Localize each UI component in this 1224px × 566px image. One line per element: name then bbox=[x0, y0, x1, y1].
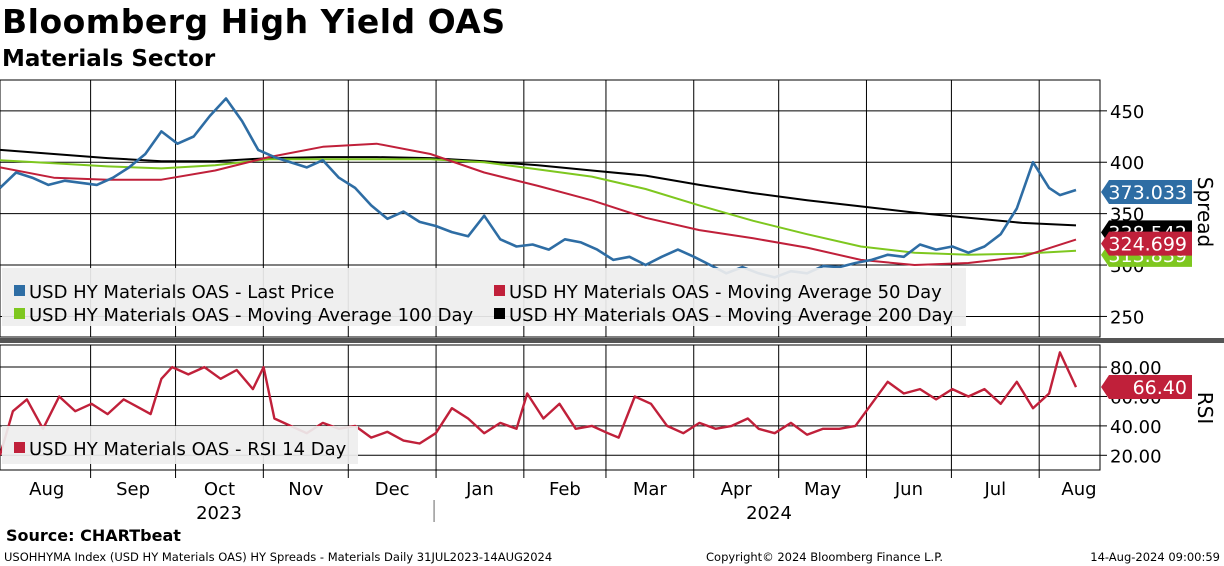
panel-divider[interactable] bbox=[0, 338, 1224, 343]
y-tick-label: 400 bbox=[1110, 153, 1144, 174]
legend-swatch-ma200 bbox=[494, 308, 505, 319]
rsi-axis-title: RSI bbox=[1193, 392, 1217, 425]
rsi-series bbox=[0, 351, 1078, 456]
legend-label-rsi: USD HY Materials OAS - RSI 14 Day bbox=[29, 439, 347, 460]
badge-rsi: 66.40 bbox=[1101, 375, 1192, 400]
badge-ma50: 324.699 bbox=[1101, 231, 1192, 256]
y-tick-label: 350 bbox=[1110, 205, 1144, 226]
main-y-axis: 250300350400450 bbox=[1100, 102, 1144, 328]
badge-ma50-text: 324.699 bbox=[1108, 234, 1187, 256]
rsi-gridlines bbox=[0, 345, 1100, 470]
legend-label-ma200: USD HY Materials OAS - Moving Average 20… bbox=[509, 305, 954, 326]
month-label: Apr bbox=[721, 479, 753, 500]
rsi-tick-label: 80.00 bbox=[1110, 358, 1162, 379]
series-line-ma200 bbox=[0, 148, 1077, 227]
badge-rsi-text: 66.40 bbox=[1133, 377, 1187, 399]
rsi-legend-box bbox=[2, 426, 358, 464]
month-label: Dec bbox=[375, 479, 410, 500]
badge-last-text: 373.033 bbox=[1108, 182, 1187, 204]
legend-label-last: USD HY Materials OAS - Last Price bbox=[29, 282, 334, 303]
series-line-ma100 bbox=[0, 158, 1077, 256]
month-label: Jul bbox=[983, 479, 1006, 500]
legend-swatch-last bbox=[14, 285, 25, 296]
badge-last: 373.033 bbox=[1101, 179, 1192, 204]
month-label: Sep bbox=[116, 479, 150, 500]
series-line-ma50 bbox=[0, 142, 1077, 266]
rsi-tick-label: 20.00 bbox=[1110, 446, 1162, 467]
main-series bbox=[0, 97, 1077, 279]
y-tick-label: 250 bbox=[1110, 307, 1144, 328]
legend-swatch-ma50 bbox=[494, 285, 505, 296]
footer-ticker: USOHHYMA Index (USD HY Materials OAS) HY… bbox=[4, 550, 553, 564]
month-label: Aug bbox=[1061, 479, 1096, 500]
footer-copyright: Copyright© 2024 Bloomberg Finance L.P. bbox=[706, 550, 943, 564]
main-legend-box bbox=[2, 268, 966, 326]
x-axis: Aug Sep Oct Nov Dec Jan Feb Mar Apr May Jun Jul Aug 2… bbox=[29, 470, 1097, 524]
rsi-legend: USD HY Materials OAS - RSI 14 Day bbox=[2, 426, 358, 464]
main-axis-title: Spread bbox=[1193, 177, 1217, 247]
chart-subtitle: Materials Sector bbox=[2, 46, 216, 72]
year-label: 2024 bbox=[746, 503, 792, 524]
month-label: Nov bbox=[288, 479, 323, 500]
badge-ma50-shape bbox=[1101, 231, 1192, 256]
month-label: Mar bbox=[633, 479, 668, 500]
badge-last-shape bbox=[1101, 179, 1192, 204]
main-legend: USD HY Materials OAS - Last Price USD HY… bbox=[2, 268, 966, 326]
month-label: Oct bbox=[204, 479, 235, 500]
year-label: 2023 bbox=[196, 503, 242, 524]
legend-label-ma50: USD HY Materials OAS - Moving Average 50… bbox=[509, 282, 942, 303]
y-tick-label: 450 bbox=[1110, 102, 1144, 123]
legend-label-ma100: USD HY Materials OAS - Moving Average 10… bbox=[29, 305, 474, 326]
month-label: May bbox=[804, 479, 842, 500]
series-line-last bbox=[0, 97, 1077, 279]
legend-swatch-ma100 bbox=[14, 308, 25, 319]
month-label: Jun bbox=[894, 479, 923, 500]
source-note: Source: CHARTbeat bbox=[6, 526, 181, 545]
badge-rsi-shape bbox=[1101, 375, 1192, 400]
month-label: Feb bbox=[549, 479, 581, 500]
rsi-tick-label: 40.00 bbox=[1110, 417, 1162, 438]
legend-swatch-rsi bbox=[14, 442, 25, 453]
month-label: Jan bbox=[465, 479, 494, 500]
month-label: Aug bbox=[29, 479, 64, 500]
footer-timestamp: 14-Aug-2024 09:00:59 bbox=[1090, 550, 1220, 564]
chart-title: Bloomberg High Yield OAS bbox=[2, 2, 506, 41]
series-line-rsi bbox=[0, 351, 1078, 456]
